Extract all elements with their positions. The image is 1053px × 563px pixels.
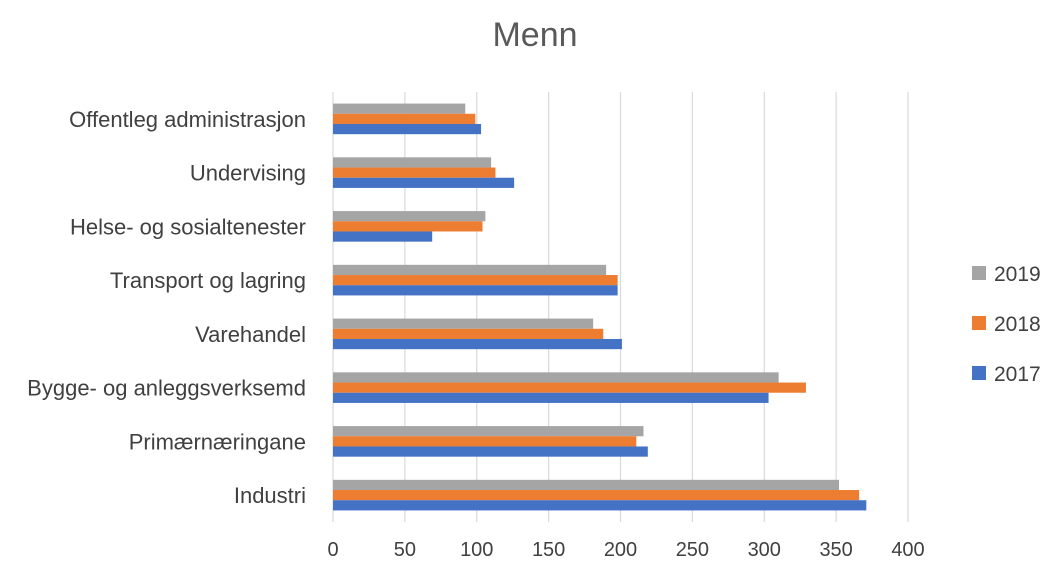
bar-2017 (333, 123, 482, 135)
x-tick-label: 350 (819, 539, 852, 561)
bar-2019 (333, 264, 607, 276)
category-label: Industri (234, 483, 306, 508)
bar-2017 (333, 500, 867, 511)
x-tick-label: 0 (327, 539, 338, 561)
bar-2018 (333, 328, 604, 339)
category-label: Varehandel (195, 322, 306, 347)
grid-lines (332, 92, 909, 522)
legend-swatch-2018 (972, 316, 986, 330)
bars (333, 103, 867, 511)
bar-2017 (333, 338, 622, 350)
bar-2018 (333, 113, 476, 124)
category-label: Offentleg administrasjon (69, 107, 306, 132)
x-tick-label: 100 (460, 539, 493, 561)
x-axis-tick-labels: 0 50 100 150 200 250 300 350 400 (327, 539, 924, 561)
category-label: Undervising (190, 161, 306, 186)
x-tick-label: 400 (891, 539, 924, 561)
bar-2018 (333, 167, 496, 178)
category-label: Primærnæringane (129, 429, 306, 454)
bar-2019 (333, 157, 492, 168)
bar-2017 (333, 446, 648, 457)
legend: 2019 2018 2017 (972, 263, 1041, 386)
bar-2017 (333, 177, 515, 188)
bar-2018 (333, 490, 860, 501)
legend-label: 2018 (994, 313, 1041, 336)
bar-2017 (333, 392, 769, 403)
x-tick-label: 200 (604, 539, 637, 561)
bar-2019 (333, 426, 644, 437)
bar-2019 (333, 318, 594, 329)
bar-2019 (333, 372, 779, 383)
x-tick-label: 150 (532, 539, 565, 561)
category-labels: Offentleg administrasjon Undervising Helse… (27, 107, 306, 508)
bar-2018 (333, 221, 483, 232)
bar-2019 (333, 103, 466, 114)
bar-2018 (333, 382, 806, 393)
legend-swatch-2017 (972, 366, 986, 380)
chart-title: Menn (492, 16, 577, 54)
bar-2018 (333, 436, 637, 447)
bar-2017 (333, 285, 618, 296)
category-label: Helse- og sosialtenester (70, 214, 306, 239)
category-label: Transport og lagring (110, 268, 306, 293)
legend-swatch-2019 (972, 266, 986, 280)
bar-2018 (333, 275, 618, 286)
legend-label: 2017 (994, 363, 1041, 386)
category-label: Bygge- og anleggsverksemd (27, 376, 306, 401)
x-tick-label: 250 (676, 539, 709, 561)
bar-2019 (333, 211, 486, 222)
x-tick-label: 50 (394, 539, 416, 561)
bar-2019 (333, 479, 839, 491)
x-tick-label: 300 (748, 539, 781, 561)
bar-2017 (333, 231, 433, 242)
legend-label: 2019 (994, 263, 1041, 286)
